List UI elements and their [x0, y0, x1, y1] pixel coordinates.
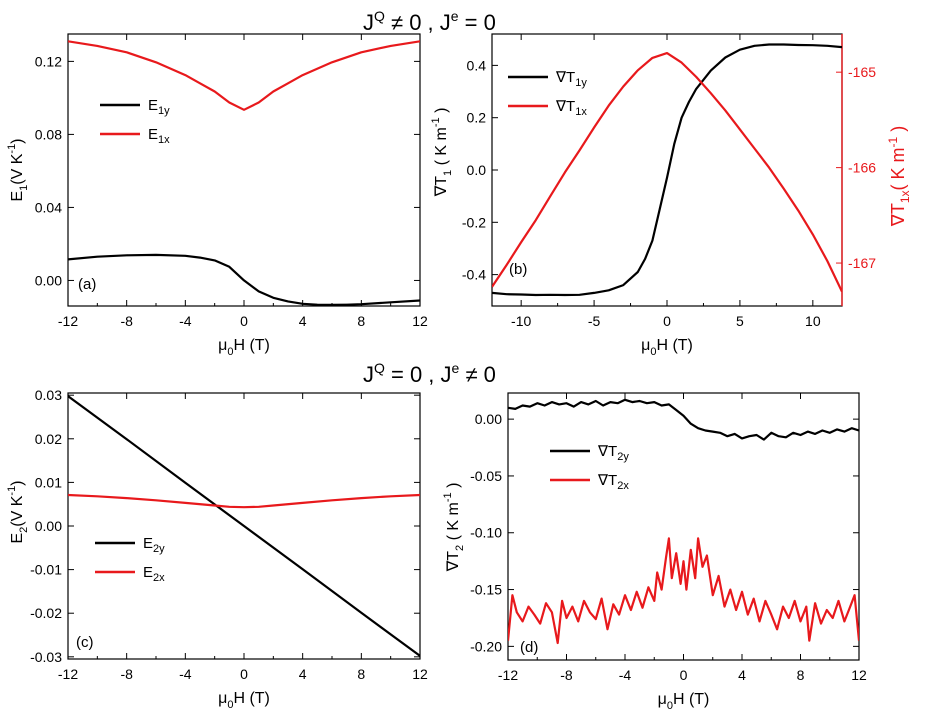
y-tick-label: 0.00: [35, 518, 62, 534]
y-tick-label: 0.4: [467, 57, 487, 73]
y-tick-label: 0.2: [467, 110, 487, 126]
y-tick-label: -0.2: [462, 214, 486, 230]
y2-tick-label: -166: [848, 160, 876, 176]
y-tick-label: 0.01: [35, 474, 62, 490]
plot-frame: [67, 33, 421, 307]
x-tick-label: -4: [179, 313, 192, 329]
y-tick-label: -0.05: [470, 468, 502, 484]
heading-top: JQ ≠ 0 , Je = 0: [363, 8, 496, 35]
x-tick-label: -8: [120, 313, 133, 329]
y-tick-label: -0.10: [470, 525, 502, 541]
panel-label: (a): [78, 276, 96, 293]
panel-label: (d): [520, 639, 538, 656]
series-line-1y: [68, 253, 420, 306]
y2-tick-label: -167: [848, 255, 876, 271]
x-tick-label: 0: [240, 313, 248, 329]
x-tick-label: 4: [299, 313, 307, 329]
x-axis-title: μ0H (T): [218, 337, 270, 358]
x-tick-label: -12: [58, 666, 78, 682]
y-tick-label: 0.00: [475, 411, 502, 427]
heading-bottom: JQ = 0 , Je ≠ 0: [363, 360, 496, 387]
series-line-2x: [508, 537, 859, 645]
x-tick-label: -4: [179, 666, 192, 682]
y-tick-label: 0.08: [35, 126, 62, 142]
x-tick-label: 0: [663, 313, 671, 329]
panel-c: -12 -8 -4 0 4 8 12 -0.03 -0.02 -0.01 0.00 0.01 0.02 0…: [6, 387, 428, 709]
y-axis-title: ∇T2 ( K m-1 ): [442, 483, 466, 573]
y-axis-title: ∇T1 ( K m-1 ): [430, 108, 454, 198]
legend-label: ∇T1y: [555, 69, 587, 89]
series-line-2y: [68, 395, 420, 657]
y-tick-label: -0.03: [30, 649, 62, 665]
y-tick-label: 0.04: [35, 199, 62, 215]
legend-label: E1y: [148, 97, 170, 117]
x-tick-label: 8: [357, 313, 365, 329]
series-line-2y: [508, 398, 859, 441]
x-tick-label: 0: [680, 667, 688, 683]
x-tick-label: -10: [511, 313, 531, 329]
panel-a: -12 -8 -4 0 4 8 12 0.00 0.04 0.08 0.12 E1y E1x (a) μ0H…: [6, 33, 428, 358]
legend-label: E2y: [143, 535, 165, 555]
series-line-2x: [68, 493, 420, 509]
y2-tick-label: -165: [848, 64, 876, 80]
x-tick-label: 10: [805, 313, 821, 329]
plot-frame: [491, 33, 843, 307]
legend-label: ∇T2y: [597, 443, 629, 463]
legend-label: E1x: [148, 126, 170, 146]
y-tick-label: -0.20: [470, 638, 502, 654]
x-tick-label: 12: [412, 313, 428, 329]
x-tick-label: -8: [560, 667, 573, 683]
y-tick-label: -0.01: [30, 562, 62, 578]
panel-label: (b): [509, 261, 527, 278]
x-axis-title: μ0H (T): [218, 690, 270, 709]
x-tick-label: 5: [736, 313, 744, 329]
x-tick-label: -8: [120, 666, 133, 682]
y2-axis-title: ∇T1x( K m-1 ): [886, 126, 912, 227]
x-tick-label: 4: [738, 667, 746, 683]
legend-label: ∇T1x: [555, 98, 587, 118]
panel-d: -12 -8 -4 0 4 8 12 -0.20 -0.15 -0.10 -0.05 0.00 ∇T2y…: [442, 392, 867, 709]
x-tick-label: 8: [357, 666, 365, 682]
x-axis-title: μ0H (T): [641, 337, 693, 358]
svg-text:JQ ≠ 0 , Je = 0: JQ ≠ 0 , Je = 0: [363, 8, 496, 35]
series-line-1y: [492, 43, 842, 297]
y-tick-label: -0.4: [462, 267, 486, 283]
y-tick-label: 0.0: [467, 162, 487, 178]
y-tick-label: 0.03: [35, 387, 62, 403]
panel-label: (c): [76, 634, 94, 651]
y-tick-label: 0.12: [35, 53, 62, 69]
legend-label: E2x: [143, 564, 165, 584]
panel-b: -10 -5 0 5 10 -0.4 -0.2 0.0 0.2 0.4 -167 -166 -165 ∇T…: [430, 33, 912, 358]
y-axis-title: E1(V K-1): [6, 138, 30, 201]
series-line-1x: [492, 52, 842, 293]
y-axis-title: E2(V K-1): [6, 480, 30, 543]
y-tick-label: -0.02: [30, 605, 62, 621]
series-line-1x: [68, 40, 420, 111]
x-tick-label: 12: [851, 667, 867, 683]
x-tick-label: 12: [412, 666, 428, 682]
x-tick-label: 4: [299, 666, 307, 682]
svg-text:JQ = 0 , Je ≠ 0: JQ = 0 , Je ≠ 0: [363, 360, 496, 387]
x-tick-label: 8: [797, 667, 805, 683]
x-tick-label: -5: [588, 313, 601, 329]
x-tick-label: -4: [619, 667, 632, 683]
x-axis-title: μ0H (T): [658, 691, 710, 709]
x-tick-label: -12: [58, 313, 78, 329]
y-tick-label: 0.00: [35, 272, 62, 288]
x-tick-label: 0: [240, 666, 248, 682]
y-tick-label: -0.15: [470, 582, 502, 598]
y-tick-label: 0.02: [35, 431, 62, 447]
x-tick-label: -12: [498, 667, 518, 683]
legend-label: ∇T2x: [597, 472, 629, 492]
